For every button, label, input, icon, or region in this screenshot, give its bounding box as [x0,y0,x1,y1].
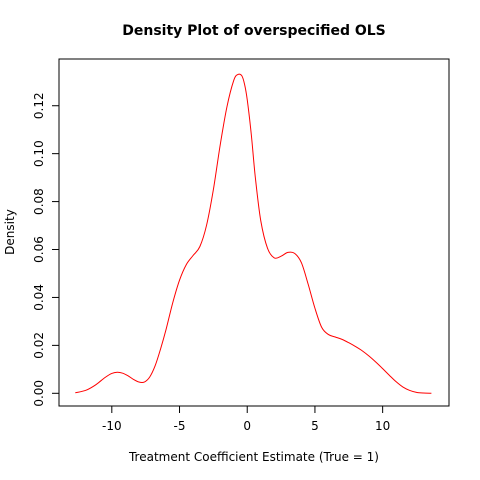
y-axis: 0.00 0.02 0.04 0.06 0.08 0.10 0.12 [32,92,60,407]
x-tick-label: 0 [243,419,251,433]
x-tick-label: 10 [375,419,390,433]
plot-frame [58,58,450,407]
y-axis-label: Density [3,209,17,255]
y-tick-label: 0.00 [32,380,46,407]
y-tick-label: 0.02 [32,332,46,359]
x-axis-label: Treatment Coefficient Estimate (True = 1… [128,450,379,464]
chart-title: Density Plot of overspecified OLS [122,23,386,39]
density-curve [75,73,432,394]
x-tick-label: -5 [174,419,186,433]
y-tick-label: 0.04 [32,284,46,311]
y-tick-label: 0.12 [32,92,46,119]
series-layer [75,73,432,394]
x-tick-label: 5 [311,419,319,433]
y-tick-label: 0.10 [32,140,46,167]
y-tick-label: 0.08 [32,188,46,215]
y-tick-label: 0.06 [32,236,46,263]
x-axis: -10 -5 0 5 10 [102,405,390,433]
x-tick-label: -10 [102,419,122,433]
